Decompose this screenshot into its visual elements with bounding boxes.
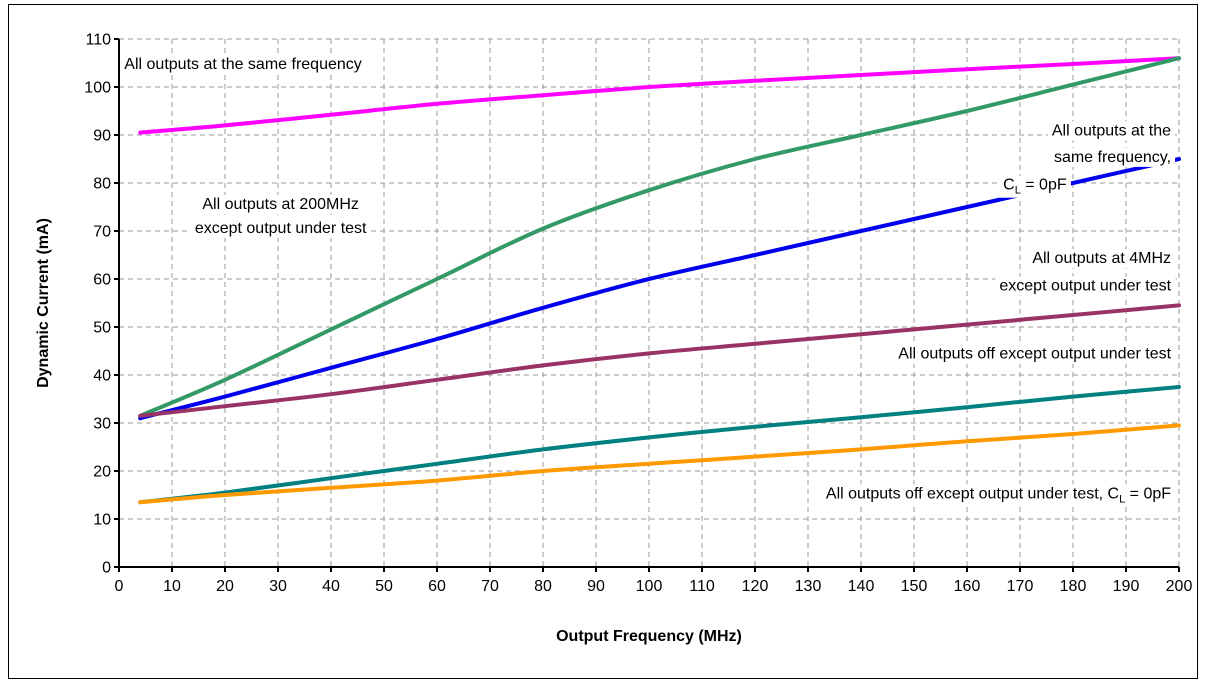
annotation: except output under test (190, 218, 372, 238)
x-tick-label: 130 (795, 578, 822, 595)
annotation-background (120, 54, 366, 74)
annotation-background (894, 344, 1176, 364)
annotation-main: except output under test (195, 220, 367, 237)
x-tick-label: 40 (322, 578, 340, 595)
y-tick-label: 90 (93, 128, 111, 145)
annotation-main: All outputs off except output under test (898, 346, 1171, 363)
annotation: CL = 0pF (999, 175, 1071, 198)
annotation-main: All outputs at the same frequency (124, 56, 361, 73)
y-tick-label: 20 (93, 464, 111, 481)
annotation: All outputs off except output under test… (821, 484, 1176, 507)
y-tick-label: 60 (93, 272, 111, 289)
annotation: All outputs at 200MHz (198, 194, 363, 214)
y-tick-label: 70 (93, 224, 111, 241)
y-tick-label: 30 (93, 416, 111, 433)
x-tick-label: 170 (1007, 578, 1034, 595)
x-tick-label: 140 (848, 578, 875, 595)
annotation: except output under test (995, 276, 1176, 296)
y-tick-label: 80 (93, 176, 111, 193)
x-tick-label: 20 (216, 578, 234, 595)
series-line-3 (138, 157, 1181, 421)
series-line-6 (138, 423, 1181, 505)
annotation-text: All outputs at the (1052, 122, 1171, 139)
annotation-background (1047, 121, 1176, 141)
x-tick-label: 110 (689, 578, 715, 595)
annotation-main: All outputs at 200MHz (202, 196, 359, 213)
x-tick-label: 30 (269, 578, 287, 595)
y-tick-label: 100 (84, 80, 111, 97)
annotation: All outputs off except output under test (894, 344, 1176, 364)
annotation-background (999, 175, 1071, 198)
annotation-background (190, 218, 372, 238)
x-tick-label: 90 (587, 578, 605, 595)
tick-labels: 0 10 20 30 40 50 60 70 80 90 100 110 0 10 20 30 40 50 60 70… (84, 32, 1192, 596)
annotation-text: except output under test (195, 220, 367, 237)
annotations: All outputs at the same frequency All out… (120, 54, 1176, 507)
series-lines (138, 56, 1181, 505)
annotation-text: same frequency, (1054, 149, 1171, 166)
x-tick-label: 180 (1060, 578, 1087, 595)
x-tick-label: 60 (428, 578, 446, 595)
x-tick-label: 100 (636, 578, 663, 595)
x-tick-label: 200 (1166, 578, 1193, 595)
annotation-background (1049, 147, 1176, 167)
annotation-background (821, 484, 1176, 507)
annotation-main: same frequency, (1054, 149, 1171, 166)
annotation-main: All outputs off except output under test… (826, 485, 1119, 502)
annotation-subscript: L (1015, 185, 1021, 197)
y-tick-label: 110 (85, 32, 111, 49)
x-tick-label: 190 (1113, 578, 1140, 595)
annotation: same frequency, (1049, 147, 1176, 167)
x-tick-label: 150 (901, 578, 928, 595)
annotation: All outputs at the same frequency (120, 54, 366, 74)
series-line-2 (138, 56, 1181, 418)
y-tick-label: 10 (93, 512, 111, 529)
annotation-text: All outputs at 4MHz (1032, 250, 1171, 267)
annotation: All outputs at 4MHz (1028, 249, 1176, 269)
y-tick-label: 0 (102, 560, 111, 577)
series-line-5 (138, 385, 1181, 505)
annotation-suffix: = 0pF (1021, 177, 1067, 194)
annotation-text: All outputs at 200MHz (202, 196, 359, 213)
annotation-main: All outputs at 4MHz (1032, 250, 1171, 267)
series-line-4 (138, 303, 1181, 418)
annotation-suffix: = 0pF (1125, 485, 1171, 502)
y-axis-title: Dynamic Current (mA) (35, 218, 52, 388)
x-tick-label: 80 (534, 578, 552, 595)
y-tick-label: 50 (93, 320, 111, 337)
x-tick-label: 10 (163, 578, 181, 595)
y-tick-label: 40 (93, 368, 111, 385)
series-line-1 (138, 56, 1181, 135)
annotation-subscript: L (1119, 493, 1125, 505)
x-tick-label: 120 (742, 578, 769, 595)
annotation-text: CL = 0pF (1003, 177, 1067, 197)
x-tick-label: 70 (481, 578, 499, 595)
annotation-background (995, 276, 1176, 296)
annotation-main: All outputs at the (1052, 122, 1171, 139)
annotation-text: All outputs off except output under test… (826, 485, 1171, 505)
annotation-background (198, 194, 363, 214)
annotation-main: C (1003, 177, 1015, 194)
annotation-text: All outputs off except output under test (898, 346, 1171, 363)
annotation: All outputs at the (1047, 121, 1176, 141)
x-axis-title: Output Frequency (MHz) (556, 628, 742, 645)
annotation-main: except output under test (999, 278, 1171, 295)
annotation-text: except output under test (999, 278, 1171, 295)
annotation-background (1028, 249, 1176, 269)
x-tick-label: 50 (375, 578, 393, 595)
x-tick-label: 160 (954, 578, 981, 595)
x-tick-label: 0 (115, 578, 124, 595)
axes (114, 38, 1180, 572)
annotation-text: All outputs at the same frequency (124, 56, 361, 73)
